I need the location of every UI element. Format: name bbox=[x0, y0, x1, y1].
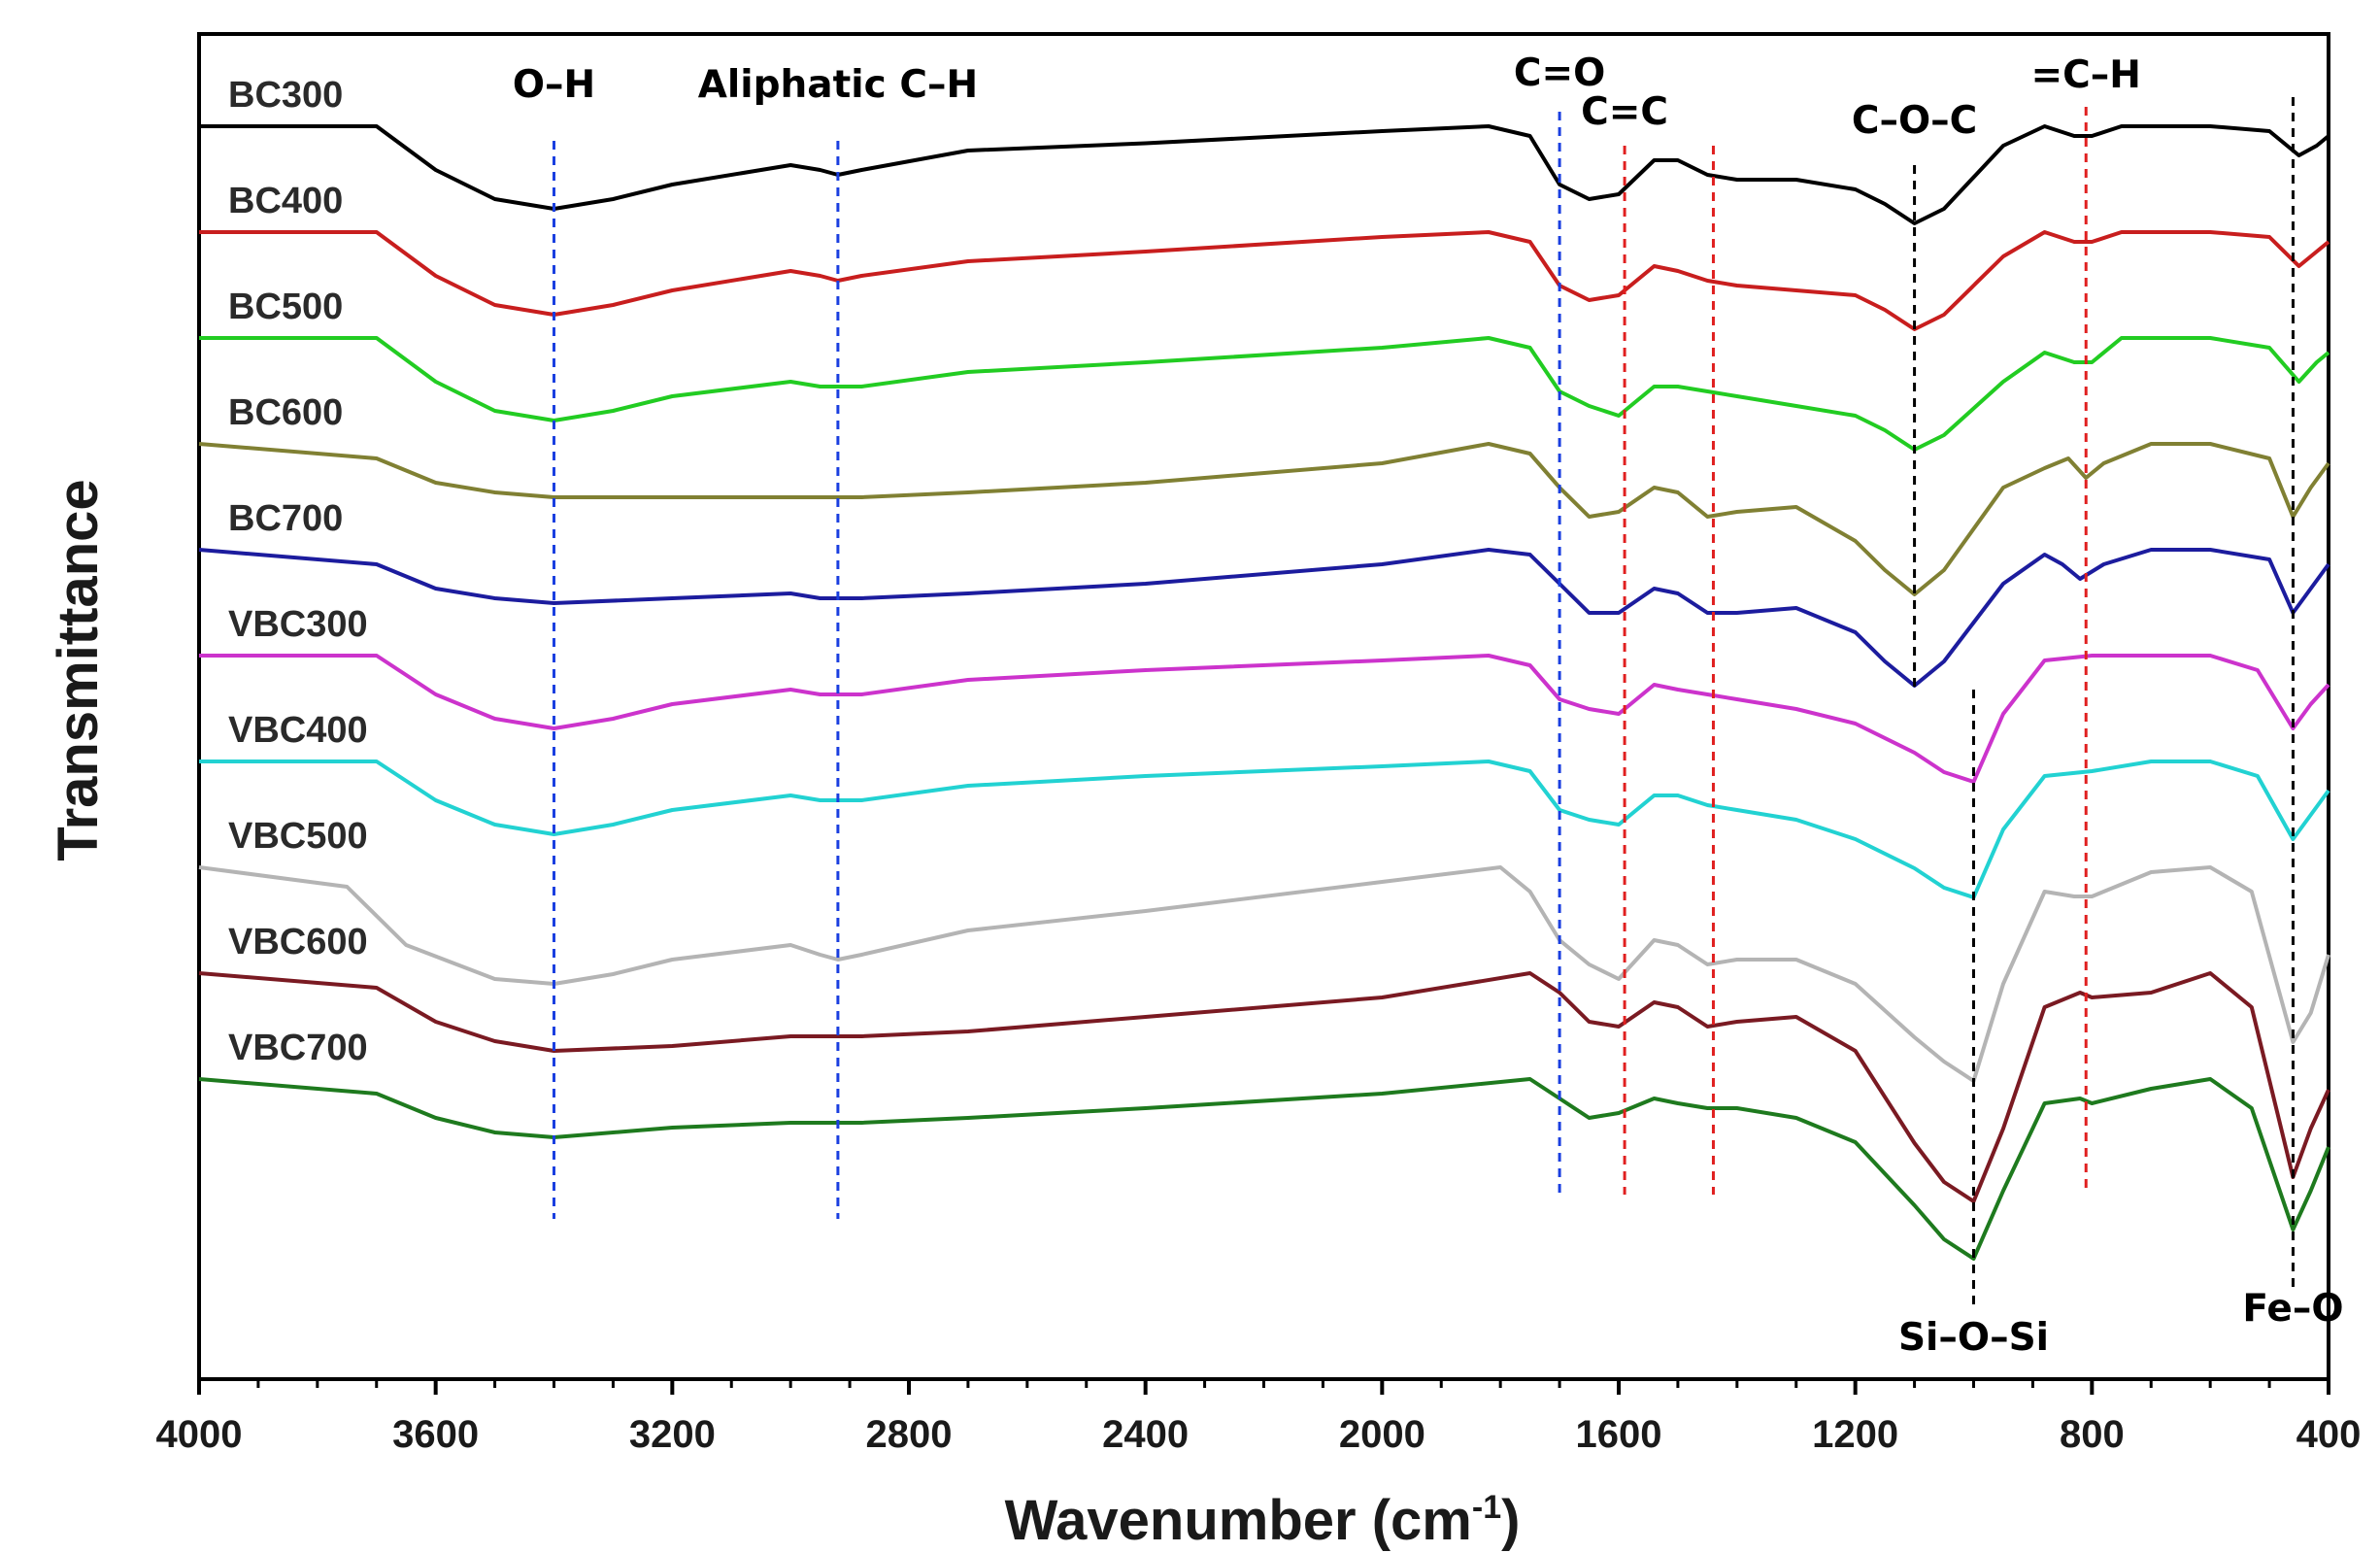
x-axis-title-main: Wavenumber (cm bbox=[1005, 1489, 1472, 1552]
band-label: =C–H bbox=[2031, 53, 2141, 97]
x-tick-label: 4000 bbox=[156, 1413, 243, 1456]
series-label-vbc700: VBC700 bbox=[228, 1028, 368, 1068]
band-label: C=C bbox=[1581, 90, 1668, 134]
band-label: Si–O–Si bbox=[1898, 1316, 2049, 1360]
axes: 4000 3600 3200 2800 2400 2000 1600 1200 800 400 bbox=[156, 32, 2362, 1456]
x-tick-label: 3600 bbox=[392, 1413, 479, 1456]
series-label-vbc500: VBC500 bbox=[228, 816, 368, 857]
series-line-bc700 bbox=[198, 548, 2330, 688]
x-tick-label: 2400 bbox=[1102, 1413, 1189, 1456]
x-tick-label: 800 bbox=[2060, 1413, 2125, 1456]
series-label-bc300: BC300 bbox=[228, 75, 343, 116]
series-line-vbc600 bbox=[198, 971, 2330, 1203]
series-label-bc400: BC400 bbox=[228, 181, 343, 221]
x-axis-title-superscript: -1 bbox=[1472, 1489, 1501, 1526]
series-line-vbc500 bbox=[198, 865, 2330, 1083]
series-label-vbc600: VBC600 bbox=[228, 922, 368, 962]
x-tick-label: 2000 bbox=[1339, 1413, 1425, 1456]
series-line-vbc400 bbox=[199, 760, 2330, 899]
band-label: C–O–C bbox=[1852, 99, 1977, 143]
band-label: O–H bbox=[513, 63, 595, 107]
y-axis-title: Transmittance bbox=[47, 479, 110, 861]
x-tick-label: 2800 bbox=[866, 1413, 953, 1456]
series-line-bc600 bbox=[198, 442, 2330, 596]
series-line-vbc300 bbox=[199, 654, 2330, 784]
series-label-bc600: BC600 bbox=[228, 392, 343, 433]
series-line-bc400 bbox=[199, 230, 2330, 331]
band-label: C=O bbox=[1514, 51, 1605, 95]
series-label-bc500: BC500 bbox=[228, 287, 343, 327]
series-traces bbox=[198, 124, 2330, 1261]
band-annotations: O–H Aliphatic C–H C=OC=C C–O–C =C–H Si–O–Si Fe… bbox=[513, 51, 2344, 1360]
x-tick-label: 1200 bbox=[1812, 1413, 1898, 1456]
series-label-bc700: BC700 bbox=[228, 498, 343, 539]
series-labels: BC300 BC400 BC500 BC600 BC700 VBC300 VBC400 VBC… bbox=[228, 75, 368, 1068]
series-label-vbc400: VBC400 bbox=[228, 710, 368, 751]
series-line-bc500 bbox=[199, 336, 2330, 452]
x-tick-label: 400 bbox=[2296, 1413, 2362, 1456]
x-tick-label: 3200 bbox=[629, 1413, 716, 1456]
x-axis-title-close: ) bbox=[1501, 1489, 1520, 1552]
series-label-vbc300: VBC300 bbox=[228, 604, 368, 645]
x-tick-label: 1600 bbox=[1576, 1413, 1662, 1456]
band-label: Fe–O bbox=[2242, 1287, 2343, 1331]
band-label: Aliphatic C–H bbox=[698, 63, 978, 107]
series-line-bc300 bbox=[199, 124, 2330, 225]
x-axis-title: Wavenumber (cm-1) bbox=[1005, 1489, 1521, 1552]
series-line-vbc700 bbox=[198, 1077, 2330, 1261]
